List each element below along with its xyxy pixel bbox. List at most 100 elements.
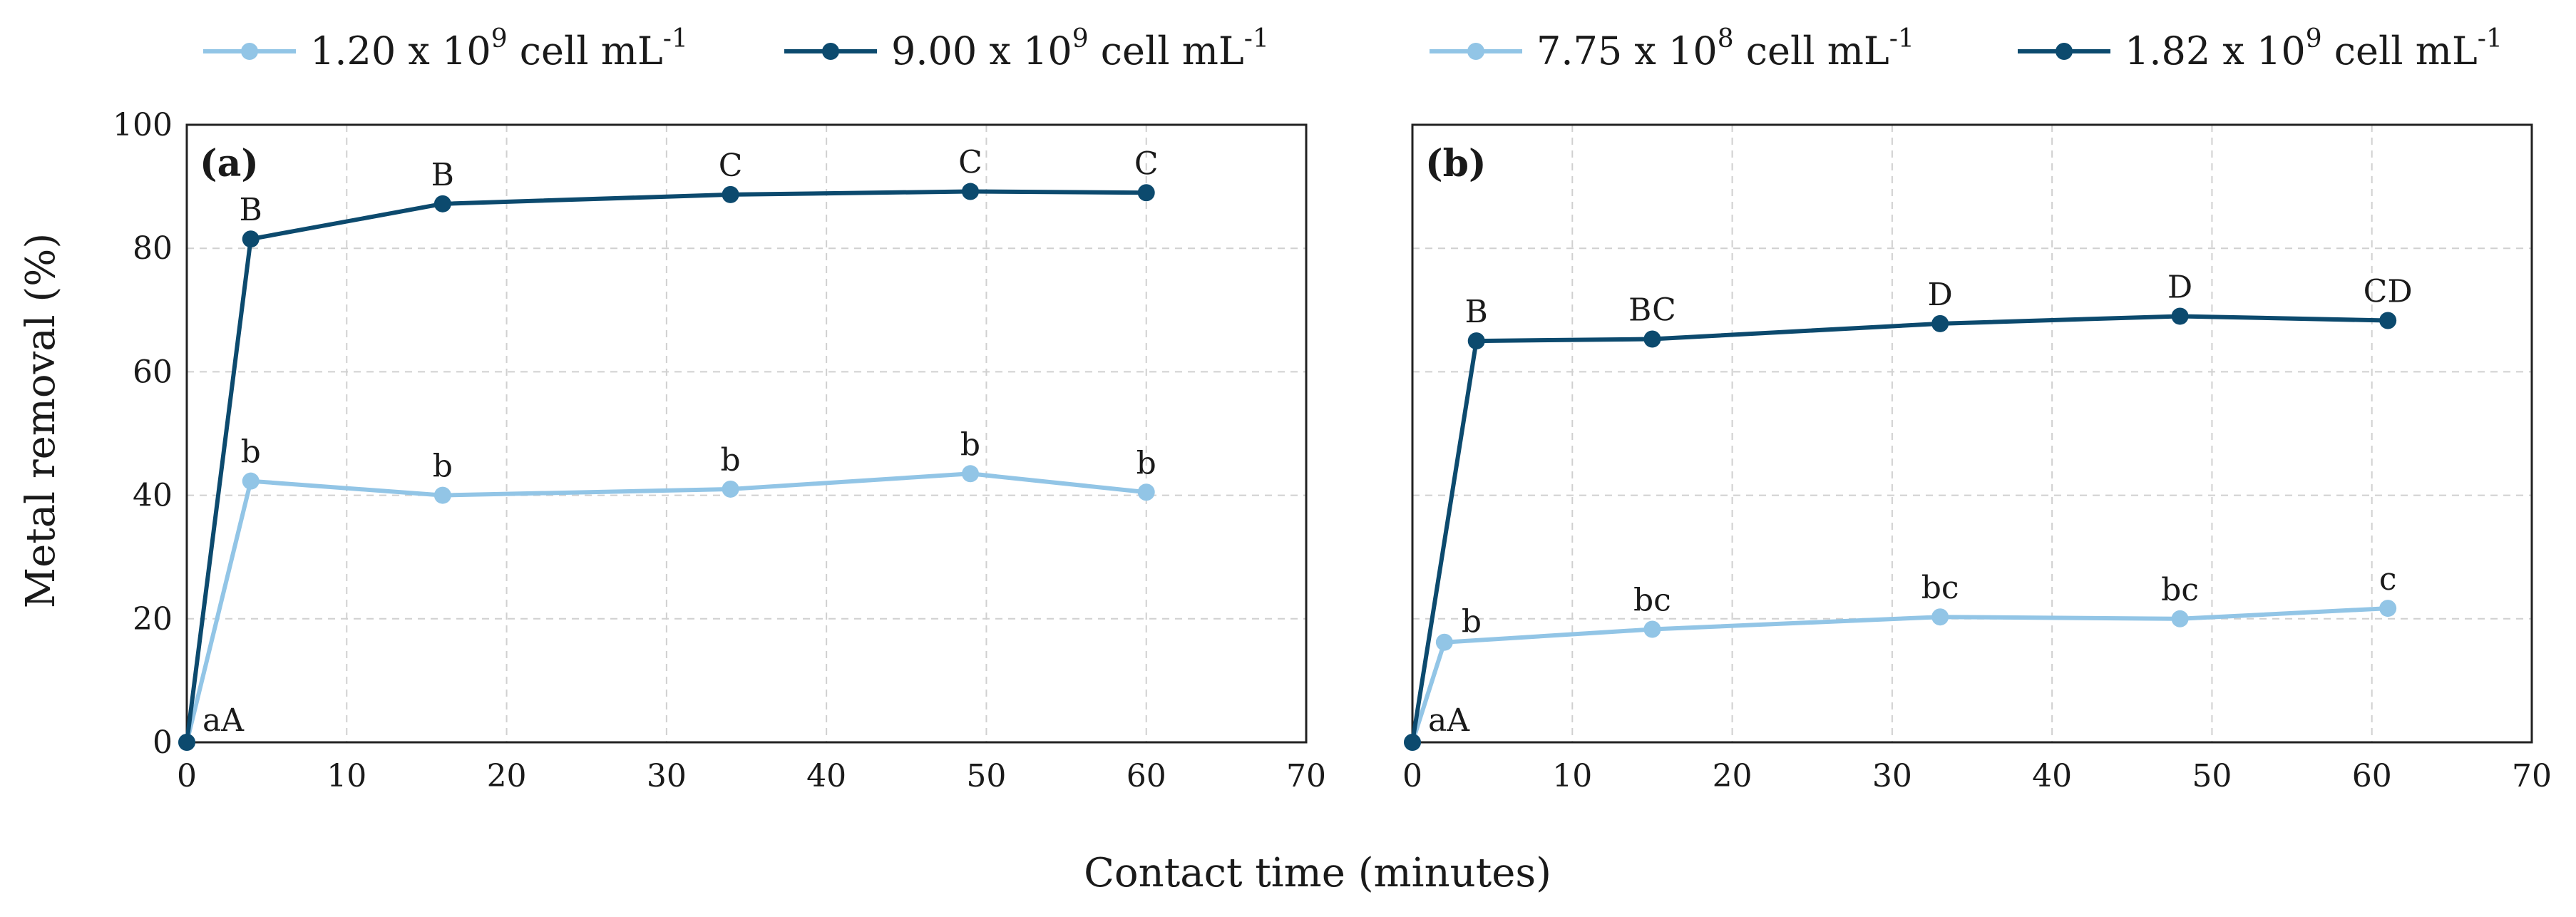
series-line	[1410, 606, 2388, 743]
x-tick-label: 30	[1872, 758, 1912, 794]
legend-item: 7.75 x 108 cell mL-1	[1430, 24, 1914, 73]
data-point	[433, 486, 451, 504]
legend-unit-exponent: -1	[663, 24, 688, 53]
data-point	[1404, 734, 1421, 751]
y-tick-label: 40	[133, 478, 173, 514]
data-label: CD	[2364, 274, 2413, 310]
data-label: b	[720, 442, 740, 478]
data-label: bc	[1633, 583, 1671, 619]
legend-base: 7.75 x 10	[1536, 29, 1718, 73]
x-tick-label: 70	[2512, 758, 2552, 794]
data-point	[722, 480, 739, 498]
legend-unit: cell mL	[1734, 29, 1889, 73]
data-label: b	[1462, 604, 1482, 640]
series-light: b b b bb	[178, 426, 1156, 751]
legend: 1.20 x 109 cell mL-1 9.00 x 109 cell mL-1…	[203, 24, 2503, 73]
data-label: B	[240, 192, 262, 228]
legend-exponent: 9	[491, 24, 508, 53]
x-tick-label: 30	[647, 758, 687, 794]
data-label: D	[1928, 277, 1953, 313]
data-point	[962, 183, 979, 200]
legend-unit-exponent: -1	[1889, 24, 1914, 53]
legend-item: 9.00 x 109 cell mL-1	[784, 24, 1269, 73]
legend-label: 1.82 x 109 cell mL-1	[2125, 24, 2503, 73]
data-label: BC	[1628, 292, 1676, 329]
legend-swatch-marker	[822, 43, 839, 60]
y-tick-label: 100	[113, 107, 173, 143]
legend-label: 9.00 x 109 cell mL-1	[891, 24, 1269, 73]
legend-item: 1.20 x 109 cell mL-1	[203, 24, 688, 73]
data-label: C	[958, 145, 982, 181]
data-label: aA	[1428, 702, 1470, 739]
x-tick-label: 20	[487, 758, 527, 794]
legend-exponent: 9	[2306, 24, 2322, 53]
legend-item: 1.82 x 109 cell mL-1	[2018, 24, 2503, 73]
data-label: b	[241, 434, 261, 471]
legend-swatch-marker	[241, 43, 258, 60]
y-tick-label: 80	[133, 230, 173, 267]
data-point	[242, 472, 260, 490]
legend-unit: cell mL	[2322, 29, 2478, 73]
data-point	[1643, 620, 1661, 638]
legend-swatch-marker	[1467, 43, 1484, 60]
x-axis-label: Contact time (minutes)	[1084, 850, 1551, 896]
y-axis-label: Metal removal (%)	[18, 233, 64, 608]
legend-unit: cell mL	[508, 29, 663, 73]
data-point	[242, 230, 260, 248]
data-label: C	[719, 148, 743, 184]
data-point	[1931, 608, 1949, 626]
data-point	[1435, 633, 1453, 651]
plot-frame	[1411, 123, 2533, 744]
x-tick-label: 0	[1402, 758, 1422, 794]
data-point	[433, 195, 451, 212]
x-tick-label: 60	[1127, 758, 1166, 794]
series-dark: aA B BC D D CD	[1404, 269, 2413, 751]
data-label: b	[1136, 445, 1156, 481]
x-tick-label: 50	[966, 758, 1006, 794]
data-point	[722, 185, 739, 203]
y-tick-label: 20	[133, 601, 173, 637]
panel-label: (b)	[1425, 142, 1487, 185]
data-label: C	[1134, 145, 1159, 182]
data-label: D	[2167, 269, 2192, 305]
data-point	[962, 465, 979, 483]
x-tick-label: 20	[1713, 758, 1753, 794]
legend-unit-exponent: -1	[1244, 24, 1269, 53]
panel-b: 0 10 20 30 40 50 60 70 (b) b bc bc bc c aA B BC D D CD	[1402, 123, 2552, 794]
data-label: c	[2379, 561, 2397, 598]
data-point	[1467, 332, 1485, 350]
x-tick-label: 50	[2192, 758, 2232, 794]
y-tick-label: 60	[133, 354, 173, 390]
legend-base: 1.82 x 10	[2125, 29, 2306, 73]
data-point	[2379, 600, 2397, 618]
data-label: b	[433, 449, 453, 485]
data-point	[2171, 610, 2189, 627]
x-tick-label: 70	[1286, 758, 1326, 794]
legend-label: 7.75 x 108 cell mL-1	[1536, 24, 1914, 73]
x-tick-label: 10	[327, 758, 366, 794]
legend-label: 1.20 x 109 cell mL-1	[310, 24, 688, 73]
data-label: bc	[1921, 570, 1959, 606]
x-tick-label: 40	[806, 758, 846, 794]
legend-exponent: 8	[1718, 24, 1734, 53]
legend-unit-exponent: -1	[2478, 24, 2503, 53]
legend-swatch-marker	[2056, 43, 2073, 60]
panel-a: 0 10 20 30 40 50 60 70 0 20 40 60 80 100 (a) b b b b b aA B B C…	[113, 107, 1326, 794]
data-point	[2379, 312, 2397, 329]
legend-base: 9.00 x 10	[891, 29, 1072, 73]
series-line	[185, 471, 1147, 743]
data-label: B	[431, 157, 454, 193]
data-point	[1643, 330, 1661, 348]
series-line	[185, 189, 1146, 743]
panel-label: (a)	[200, 142, 259, 185]
legend-unit: cell mL	[1089, 29, 1244, 73]
x-tick-label: 0	[177, 758, 197, 794]
series-line	[1410, 314, 2388, 743]
data-point	[2171, 307, 2189, 325]
data-label: b	[960, 426, 980, 463]
data-label: aA	[202, 702, 245, 739]
data-point	[1931, 314, 1949, 332]
x-tick-label: 10	[1552, 758, 1592, 794]
